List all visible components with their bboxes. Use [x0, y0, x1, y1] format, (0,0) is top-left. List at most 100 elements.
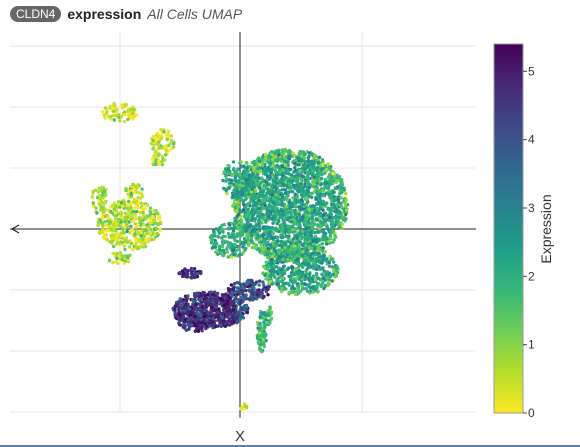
cell-point: [240, 233, 245, 237]
cell-point: [316, 290, 320, 294]
cell-point: [235, 320, 239, 325]
cell-point: [176, 315, 180, 320]
cell-point: [240, 210, 244, 214]
cell-point: [257, 219, 261, 223]
cell-point: [231, 248, 236, 253]
cell-point: [220, 311, 224, 316]
cell-point: [224, 174, 228, 178]
cell-point: [179, 297, 183, 301]
cell-point: [111, 204, 115, 208]
cell-point: [280, 209, 285, 213]
cell-point: [239, 307, 244, 311]
gene-badge[interactable]: CLDN4: [10, 6, 62, 22]
cell-point: [331, 202, 336, 206]
cell-point: [280, 193, 285, 198]
cell-point: [303, 219, 308, 223]
cell-point: [274, 265, 279, 269]
cell-point: [291, 203, 295, 208]
cell-point: [227, 233, 231, 237]
cell-point: [207, 302, 211, 306]
cell-point: [321, 208, 325, 212]
cell-point: [284, 171, 288, 175]
cell-point: [318, 179, 322, 184]
cell-point: [311, 214, 315, 218]
cell-point: [312, 156, 316, 160]
cell-point: [157, 214, 161, 218]
cell-point: [115, 231, 120, 236]
cell-point: [151, 146, 156, 150]
cell-point: [280, 244, 284, 248]
cell-point: [321, 234, 325, 239]
cell-point: [257, 198, 262, 202]
cell-point: [310, 153, 314, 157]
cell-point: [293, 198, 297, 203]
cell-point: [192, 275, 197, 280]
cell-point: [294, 205, 298, 209]
cell-point: [96, 190, 101, 194]
cell-point: [268, 189, 272, 193]
cell-point: [237, 179, 241, 183]
cell-point: [255, 223, 259, 227]
cell-point: [239, 197, 244, 202]
cell-point: [339, 201, 343, 205]
cell-point: [141, 227, 145, 232]
cell-point: [239, 192, 243, 197]
cell-point: [155, 210, 159, 215]
cell-point: [166, 129, 171, 133]
cell-point: [264, 220, 268, 224]
cell-point: [319, 183, 323, 187]
cell-point: [264, 338, 268, 343]
cell-point: [284, 195, 288, 199]
cell-point: [327, 264, 332, 268]
cell-point: [112, 222, 116, 227]
cell-point: [241, 172, 245, 176]
cell-point: [253, 232, 257, 236]
cell-point: [255, 336, 260, 341]
cell-point: [213, 309, 217, 313]
cell-point: [134, 202, 138, 206]
cell-point: [158, 228, 162, 232]
cell-point: [337, 209, 341, 213]
cell-point: [328, 236, 332, 240]
cell-point: [275, 261, 280, 265]
cell-point: [260, 198, 264, 203]
cell-point: [287, 226, 292, 231]
cell-point: [117, 205, 122, 209]
cell-point: [296, 287, 300, 291]
cell-point: [111, 244, 116, 249]
cell-point: [137, 239, 141, 244]
cell-point: [300, 243, 305, 247]
cell-point: [112, 109, 116, 114]
cell-point: [97, 200, 101, 204]
cell-point: [334, 216, 338, 220]
cell-point: [238, 229, 242, 233]
cell-point: [115, 107, 119, 112]
cell-point: [321, 266, 325, 270]
cell-point: [313, 277, 318, 282]
cell-point: [287, 290, 291, 295]
cell-point: [256, 247, 261, 251]
cell-point: [287, 230, 291, 235]
cell-point: [154, 226, 158, 230]
cell-point: [103, 106, 108, 110]
cell-point: [240, 242, 244, 246]
cell-point: [260, 193, 265, 197]
cell-point: [255, 183, 259, 187]
cell-point: [325, 242, 329, 246]
cell-point: [130, 111, 135, 116]
cell-point: [279, 289, 284, 294]
cell-point: [229, 242, 233, 246]
cell-point: [310, 277, 315, 281]
cell-point: [244, 295, 248, 299]
cell-point: [109, 210, 113, 214]
cell-point: [310, 219, 314, 223]
cell-point: [131, 209, 136, 214]
cell-point: [317, 237, 321, 241]
cell-point: [226, 163, 230, 168]
cell-point: [115, 110, 119, 114]
cell-point: [321, 229, 326, 233]
cell-point: [124, 212, 128, 216]
cell-point: [237, 223, 241, 227]
cell-point: [250, 245, 255, 250]
